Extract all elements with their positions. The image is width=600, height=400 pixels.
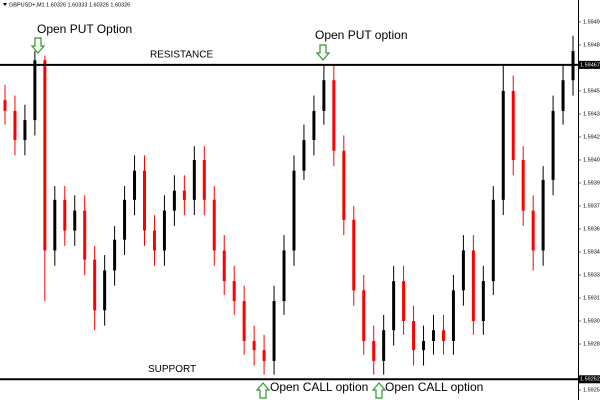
candle-body (531, 210, 535, 251)
candle-body (481, 281, 485, 322)
y-tick-label: 1.59375 (583, 203, 600, 209)
header: GBPUSD+,M1 1.60326 1.60333 1.60326 1.603… (9, 2, 130, 8)
candle-body (312, 110, 316, 141)
candle-body (192, 159, 196, 200)
arrow-up (255, 382, 271, 399)
candle-body (23, 120, 27, 141)
candle-body (262, 350, 266, 361)
candle-body (392, 281, 396, 331)
candle-body (352, 219, 356, 291)
arrow-up (371, 382, 387, 399)
candle-body (252, 340, 256, 351)
y-tick-label: 1.59420 (583, 134, 600, 140)
y-tick-label: 1.59255 (583, 387, 600, 393)
candle-body (133, 170, 137, 200)
candle-body (162, 210, 166, 251)
candle-body (362, 290, 366, 341)
candle-body (551, 110, 555, 180)
y-tick-label: 1.59435 (583, 111, 600, 117)
candle-body (302, 140, 306, 171)
candle-body (13, 110, 17, 141)
candle-body (441, 330, 445, 341)
candle-body (292, 170, 296, 251)
annotation: Open CALL option (385, 380, 483, 394)
candle-body (3, 100, 7, 111)
y-tick-label: 1.59480 (583, 42, 600, 48)
candle-body (123, 199, 127, 240)
level-label: 1.59467 (580, 62, 600, 68)
candle-body (432, 330, 435, 341)
y-tick-label: 1.59285 (583, 341, 600, 347)
candle-body (222, 250, 226, 282)
candle-body (113, 239, 117, 271)
level-box (578, 60, 600, 69)
candle-body (402, 281, 406, 322)
y-tick-label: 1.59300 (583, 318, 600, 324)
candle-body (212, 199, 216, 251)
candle-body (33, 60, 37, 121)
y-tick-label: 1.59330 (583, 272, 600, 278)
candle-body (382, 330, 386, 361)
level-box (578, 375, 600, 384)
candle-body (93, 259, 97, 311)
y-tick-label: 1.59390 (583, 180, 600, 186)
candle-body (501, 90, 505, 200)
candle-body (422, 340, 426, 351)
y-tick-label: 1.59360 (583, 226, 600, 232)
candle-body (242, 301, 246, 341)
candle-body (63, 199, 67, 231)
candle-body (272, 301, 276, 361)
candle-body (372, 340, 376, 361)
arrow-down (30, 37, 46, 54)
candle-body (511, 90, 515, 160)
candle-body (182, 190, 186, 200)
candle-body (152, 230, 156, 251)
y-tick-label: 1.59450 (583, 88, 600, 94)
annotation: Open PUT Option (37, 22, 132, 36)
candle-body (53, 199, 57, 251)
candle-body (412, 321, 416, 351)
plot (3, 35, 575, 375)
y-tick-label: 1.59405 (583, 157, 600, 163)
arrow-down (315, 44, 331, 61)
level-label: 1.59262 (580, 377, 600, 383)
candle-body (282, 250, 286, 302)
candle-body (83, 210, 87, 260)
candle-body (342, 150, 346, 220)
annotation: Open PUT option (315, 28, 408, 42)
candle-body (521, 159, 525, 211)
icon (3, 3, 7, 6)
candle-body (43, 60, 47, 251)
candle-body (451, 290, 455, 341)
candle-body (561, 80, 565, 111)
candle-body (73, 210, 77, 231)
candle-body (491, 199, 495, 282)
level-name: RESISTANCE (150, 50, 213, 61)
candle-body (461, 250, 465, 291)
candle-body (143, 170, 146, 231)
candle-body (322, 80, 326, 111)
y-tick-label: 1.59495 (583, 19, 600, 25)
candle-body (232, 281, 236, 302)
candle-body (172, 190, 176, 211)
candle-body (103, 270, 107, 311)
candle-body (202, 159, 206, 200)
y-tick-label: 1.59315 (583, 295, 600, 301)
candle-body (471, 250, 475, 322)
candle-body (541, 179, 545, 251)
candle-body (332, 80, 336, 151)
y-tick-label: 1.59345 (583, 249, 600, 255)
level-name: SUPPORT (148, 364, 196, 375)
annotation: Open CALL option (270, 380, 368, 394)
